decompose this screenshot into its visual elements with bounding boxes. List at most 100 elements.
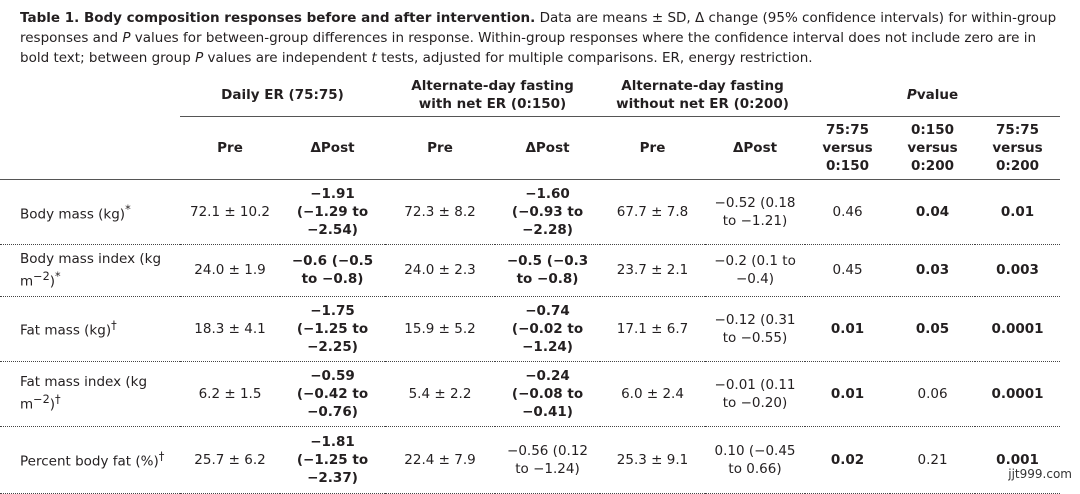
column-header-text: Pre bbox=[639, 140, 666, 156]
group-header-text: Alternate-day fasting without net ER (0:… bbox=[616, 78, 789, 112]
cell-text: 24.0 ± 1.9 bbox=[194, 262, 266, 279]
table-row: Fat mass (kg)† 18.3 ± 4.1 −1.75 (−1.25 to … bbox=[0, 296, 1061, 361]
row-label-box: Fat mass (kg)† bbox=[20, 317, 117, 340]
group-header: Alternate-day fasting without net ER (0:… bbox=[600, 74, 805, 117]
group-header-text: value bbox=[916, 87, 959, 103]
table-cell: 24.0 ± 1.9 bbox=[180, 245, 280, 297]
table-body: Body mass (kg)* 72.1 ± 10.2 −1.91 (−1.29 t… bbox=[0, 180, 1061, 493]
table-cell: 22.4 ± 7.9 bbox=[385, 426, 495, 493]
table-cell: 0.10 (−0.45 to 0.66) bbox=[705, 426, 805, 493]
table-row: Body mass (kg)* 72.1 ± 10.2 −1.91 (−1.29 t… bbox=[0, 180, 1061, 245]
table-cell: 0.003 bbox=[975, 245, 1060, 297]
table-cell: 0.45 bbox=[805, 245, 890, 297]
cell-text: 23.7 ± 2.1 bbox=[616, 262, 689, 279]
row-label-note: † bbox=[111, 319, 117, 333]
row-label-text: Fat mass index (kg m bbox=[20, 374, 148, 413]
cell-text: 0.01 bbox=[830, 385, 865, 402]
row-label-note: * bbox=[55, 270, 61, 283]
column-header: ΔPost bbox=[495, 116, 601, 180]
cell-text: 67.7 ± 7.8 bbox=[616, 204, 689, 220]
cell-text: −1.60 (−0.93 to −2.28) bbox=[511, 186, 584, 238]
table-cell: 0.0001 bbox=[975, 296, 1060, 361]
cell-text: −0.24 (−0.08 to −0.41) bbox=[511, 367, 584, 420]
cell-text: −0.56 (0.12 to −1.24) bbox=[507, 442, 589, 477]
row-label-end: ) bbox=[49, 273, 56, 290]
row-label-note: * bbox=[125, 202, 131, 216]
cell-text: 6.0 ± 2.4 bbox=[621, 385, 684, 402]
table-cell: 0.01 bbox=[975, 180, 1060, 245]
watermark: jjt999.com bbox=[1008, 467, 1072, 481]
row-label: Body mass (kg)* bbox=[0, 180, 180, 245]
table-cell: 0.46 bbox=[805, 180, 890, 245]
column-header: 75:75 versus 0:200 bbox=[975, 116, 1061, 180]
table-cell: −1.91 (−1.29 to −2.54) bbox=[280, 180, 385, 245]
cell-text: 24.0 ± 2.3 bbox=[404, 262, 476, 279]
column-header: Pre bbox=[385, 116, 496, 180]
row-label-note: † bbox=[55, 393, 61, 407]
caption: Table 1. Body composition responses befo… bbox=[20, 8, 1065, 68]
table-cell: 0.001 bbox=[975, 426, 1060, 493]
cell-text: 0.10 (−0.45 to 0.66) bbox=[714, 442, 796, 477]
table-cell: −0.5 (−0.3 to −0.8) bbox=[495, 245, 600, 297]
cell-text: 0.05 bbox=[915, 320, 950, 337]
cell-text: 0.04 bbox=[915, 204, 950, 220]
column-header-text: Pre bbox=[217, 140, 243, 156]
table-cell: −0.59 (−0.42 to −0.76) bbox=[280, 361, 385, 426]
column-header-text: ΔPost bbox=[310, 140, 355, 156]
column-header-text: 75:75 versus 0:200 bbox=[992, 122, 1043, 174]
table-cell: 0.02 bbox=[805, 426, 890, 493]
row-label-box: Body mass index (kg m−2)* bbox=[20, 250, 170, 291]
table-cell: 15.9 ± 5.2 bbox=[385, 296, 495, 361]
table-cell: 23.7 ± 2.1 bbox=[600, 245, 705, 297]
row-label-note: † bbox=[158, 450, 165, 464]
group-header: Daily ER (75:75) bbox=[180, 74, 385, 117]
caption-text: t bbox=[371, 50, 377, 66]
cell-text: 18.3 ± 4.1 bbox=[194, 320, 266, 337]
table-cell: 0.0001 bbox=[975, 361, 1060, 426]
cell-text: 17.1 ± 6.7 bbox=[616, 320, 689, 337]
cell-text: −1.75 (−1.25 to −2.25) bbox=[296, 302, 369, 355]
table-cell: −0.01 (0.11 to −0.20) bbox=[705, 361, 805, 426]
table-row: Body mass index (kg m−2)* 24.0 ± 1.9 −0.6 … bbox=[0, 245, 1061, 297]
table-cell: 6.2 ± 1.5 bbox=[180, 361, 280, 426]
cell-text: −0.2 (0.1 to −0.4) bbox=[714, 253, 796, 288]
cell-text: 0.01 bbox=[1000, 204, 1035, 220]
table-cell: −1.60 (−0.93 to −2.28) bbox=[495, 180, 600, 245]
row-label-box: Fat mass index (kg m−2)† bbox=[20, 373, 170, 414]
cell-text: 22.4 ± 7.9 bbox=[404, 451, 476, 468]
cell-text: −0.59 (−0.42 to −0.76) bbox=[296, 367, 369, 420]
cell-text: 5.4 ± 2.2 bbox=[408, 385, 472, 402]
column-header: 75:75 versus 0:150 bbox=[805, 116, 891, 180]
cell-text: 0.003 bbox=[996, 262, 1039, 279]
table-cell: 0.01 bbox=[805, 296, 890, 361]
group-header-italic: P bbox=[906, 87, 917, 103]
table-row: Percent body fat (%)† 25.7 ± 6.2 −1.81 (−1… bbox=[0, 426, 1061, 493]
table-cell: 18.3 ± 4.1 bbox=[180, 296, 280, 361]
cell-text: 0.46 bbox=[832, 204, 863, 220]
table-cell: 25.7 ± 6.2 bbox=[180, 426, 280, 493]
caption-text: P bbox=[122, 30, 131, 46]
cell-text: 0.03 bbox=[915, 262, 950, 279]
row-label-text: Percent body fat (%) bbox=[20, 453, 159, 470]
cell-text: −0.6 (−0.5 to −0.8) bbox=[291, 253, 374, 288]
table-cell: 24.0 ± 2.3 bbox=[385, 245, 495, 297]
cell-text: 6.2 ± 1.5 bbox=[198, 385, 262, 402]
table-cell: −1.75 (−1.25 to −2.25) bbox=[280, 296, 385, 361]
table-cell: 0.21 bbox=[890, 426, 975, 493]
table-cell: 67.7 ± 7.8 bbox=[600, 180, 705, 245]
table-cell: −0.2 (0.1 to −0.4) bbox=[705, 245, 805, 297]
cell-text: −0.74 (−0.02 to −1.24) bbox=[511, 302, 584, 355]
cell-text: −0.01 (0.11 to −0.20) bbox=[714, 376, 796, 411]
blank bbox=[0, 116, 180, 180]
row-label-text: Fat mass (kg) bbox=[20, 322, 112, 339]
cell-text: −0.52 (0.18 to −1.21) bbox=[714, 195, 796, 229]
caption-label: Table 1. Body composition responses befo… bbox=[20, 10, 536, 26]
table-cell: 5.4 ± 2.2 bbox=[385, 361, 495, 426]
group-header: Alternate-day fasting with net ER (0:150… bbox=[385, 74, 600, 117]
group-header: P value bbox=[805, 74, 1060, 117]
table-cell: −0.24 (−0.08 to −0.41) bbox=[495, 361, 600, 426]
table-cell: 25.3 ± 9.1 bbox=[600, 426, 705, 493]
cell-text: 72.1 ± 10.2 bbox=[189, 204, 270, 220]
column-header: ΔPost bbox=[705, 116, 806, 180]
